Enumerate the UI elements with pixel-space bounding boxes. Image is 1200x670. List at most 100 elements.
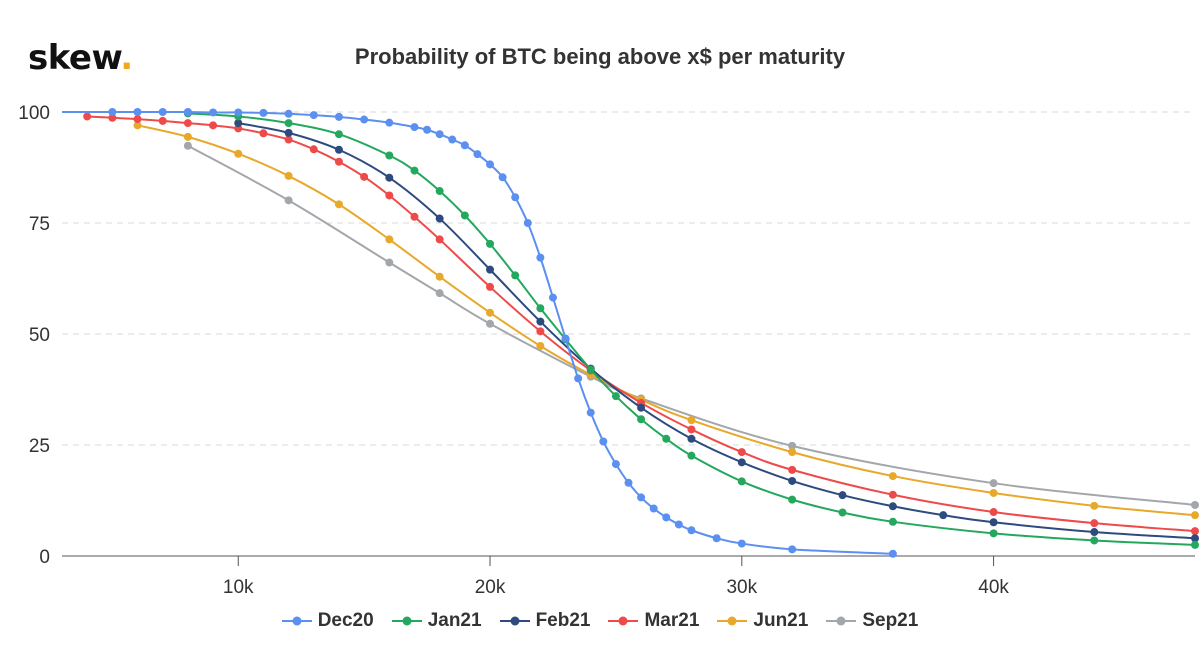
data-point-feb21 [486,265,495,274]
data-point-dec20 [624,478,633,487]
data-point-feb21 [334,145,343,154]
data-point-sep21 [284,196,293,205]
legend-symbol [281,616,312,626]
data-point-jan21 [838,508,847,517]
data-point-feb21 [1090,528,1099,537]
data-point-dec20 [586,408,595,417]
data-point-jan21 [888,517,897,526]
legend-marker [727,616,737,626]
data-point-dec20 [737,539,746,548]
legend-symbol [608,616,639,626]
data-point-jan21 [385,151,394,160]
data-point-jun21 [989,488,998,497]
series-line-jun21 [137,124,1196,517]
data-point-feb21 [435,214,444,223]
legend-item-jan21[interactable]: Jan21 [391,610,482,632]
y-tick-label: 100 [18,103,50,124]
data-point-dec20 [158,108,167,116]
legend-label: Sep21 [862,610,919,631]
data-point-jun21 [133,121,142,130]
data-point-sep21 [435,289,444,298]
legend-symbol [391,616,422,626]
data-point-jan21 [1191,540,1199,549]
data-point-dec20 [410,123,419,132]
data-point-mar21 [158,116,167,125]
data-point-dec20 [309,111,318,120]
data-point-dec20 [486,160,495,169]
chart-plot: 0 25 50 75 100 10k 20k 30k 40k [18,103,1199,598]
data-point-mar21 [284,135,293,144]
y-tick-label: 0 [39,547,50,568]
legend-symbol [499,616,530,626]
data-point-sep21 [989,479,998,488]
data-point-dec20 [183,108,192,116]
legend-label: Jan21 [427,610,482,631]
legend-item-sep21[interactable]: Sep21 [826,610,918,632]
data-point-mar21 [209,121,218,130]
chart-legend: Dec20 Jan21 Feb21 Mar21 Jun21 Sep21 [0,610,1200,632]
x-tick-label: 10k [223,577,254,598]
data-point-dec20 [574,374,583,383]
legend-marker [836,616,846,626]
data-point-dec20 [284,109,293,118]
legend-label: Mar21 [644,610,700,631]
data-point-jan21 [334,130,343,139]
data-point-mar21 [133,115,142,124]
data-point-dec20 [662,513,671,522]
data-point-dec20 [523,219,532,227]
data-point-mar21 [788,465,797,474]
data-point-dec20 [108,108,117,116]
data-point-jan21 [410,166,419,175]
series-line-feb21 [238,122,1196,540]
data-point-jan21 [435,187,444,196]
data-point-jun21 [1090,501,1099,510]
data-point-dec20 [435,130,444,139]
data-point-jan21 [637,415,646,424]
data-point-dec20 [259,108,268,117]
x-tick-label: 40k [978,577,1009,598]
chart-title: Probability of BTC being above x$ per ma… [354,44,846,69]
data-point-mar21 [334,157,343,166]
data-point-sep21 [183,141,192,150]
y-tick-label: 50 [29,325,50,346]
series-line-mar21 [87,115,1196,533]
data-point-jan21 [662,434,671,443]
legend-item-feb21[interactable]: Feb21 [499,610,590,632]
legend-marker [510,616,520,626]
data-point-mar21 [435,235,444,244]
data-point-dec20 [674,520,683,529]
data-point-feb21 [737,458,746,467]
legend-item-jun21[interactable]: Jun21 [717,610,808,632]
data-point-jan21 [1090,536,1099,545]
data-point-mar21 [888,490,897,499]
brand-dot: . [120,38,133,78]
legend-symbol [717,616,748,626]
data-point-dec20 [234,108,243,117]
data-point-jan21 [511,271,520,280]
data-point-dec20 [385,118,394,127]
data-point-mar21 [536,327,545,336]
data-point-jun21 [435,272,444,281]
legend-label: Jun21 [753,610,809,631]
data-point-mar21 [259,129,268,138]
data-point-dec20 [334,112,343,121]
data-point-jun21 [385,235,394,244]
data-point-mar21 [1090,519,1099,528]
legend-marker [618,616,628,626]
data-point-mar21 [360,172,369,181]
data-point-feb21 [687,434,696,443]
legend-item-mar21[interactable]: Mar21 [608,610,699,632]
series-line-sep21 [187,144,1196,506]
data-point-mar21 [309,145,318,154]
legend-item-dec20[interactable]: Dec20 [281,610,374,632]
data-point-feb21 [838,491,847,500]
data-point-dec20 [599,437,608,446]
data-point-jun21 [334,200,343,209]
data-point-dec20 [460,141,469,150]
data-point-mar21 [183,119,192,128]
data-point-mar21 [486,282,495,291]
data-point-dec20 [511,193,520,202]
y-tick-label: 25 [29,436,50,457]
data-point-jan21 [989,529,998,538]
data-point-mar21 [83,112,92,121]
